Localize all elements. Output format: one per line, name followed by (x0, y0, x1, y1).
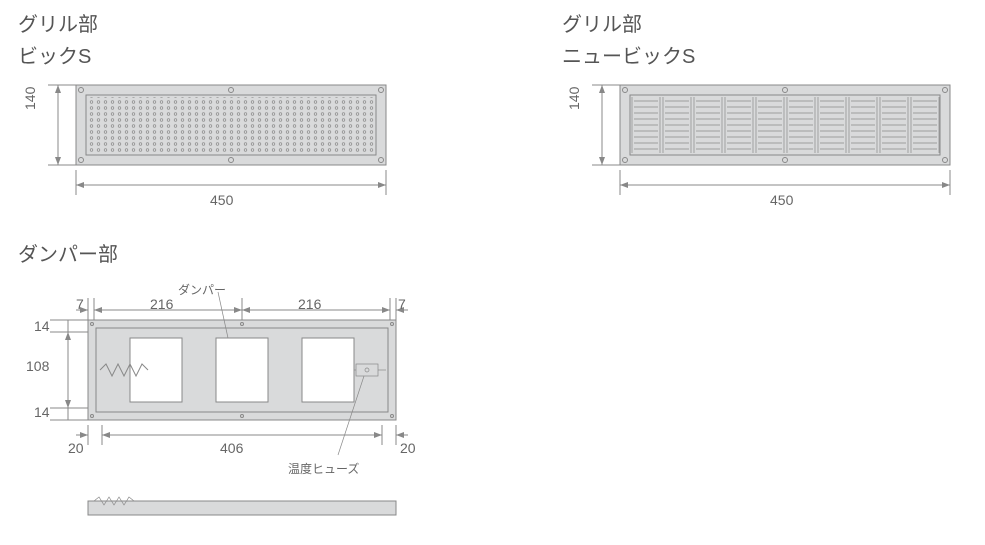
damper-dim-14-bot: 14 (34, 404, 50, 420)
left-grill-drawing (18, 75, 398, 225)
damper-section-label: ダンパー部 (18, 238, 118, 267)
damper-dim-20-left: 20 (68, 440, 84, 456)
diagram-canvas: グリル部 ビックS グリル部 ニュービックS ダンパー部 (0, 0, 985, 545)
damper-drawing (18, 280, 448, 535)
right-grill-height-dim: 140 (566, 87, 582, 110)
damper-dim-20-right: 20 (400, 440, 416, 456)
right-grill-name: ニュービックS (562, 40, 695, 69)
left-grill-height-dim: 140 (22, 87, 38, 110)
damper-dim-406: 406 (220, 440, 243, 456)
damper-dim-108: 108 (26, 358, 49, 374)
right-grill-section-label: グリル部 (562, 8, 642, 37)
right-grill-width-dim: 450 (770, 192, 793, 208)
right-grill-drawing (562, 75, 962, 225)
damper-ann-damper: ダンパー (178, 281, 226, 298)
damper-dim-7-right: 7 (398, 296, 406, 312)
damper-dim-216-right: 216 (298, 296, 321, 312)
damper-dim-216-left: 216 (150, 296, 173, 312)
left-grill-section-label: グリル部 (18, 8, 98, 37)
damper-dim-7-left: 7 (76, 296, 84, 312)
damper-dim-14-top: 14 (34, 318, 50, 334)
left-grill-name: ビックS (18, 40, 91, 69)
left-grill-width-dim: 450 (210, 192, 233, 208)
damper-ann-fuse: 温度ヒューズ (288, 460, 359, 477)
